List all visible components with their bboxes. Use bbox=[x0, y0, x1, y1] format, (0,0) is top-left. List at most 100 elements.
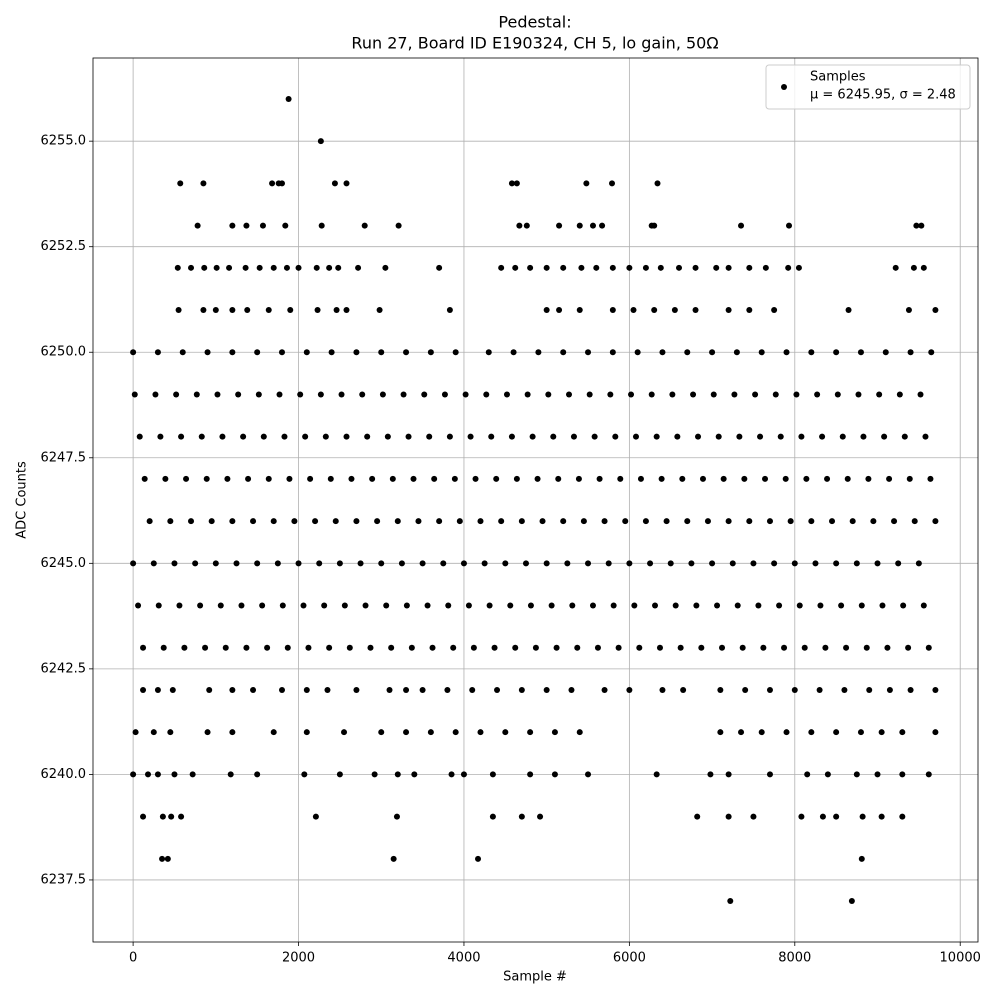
point bbox=[508, 433, 515, 440]
point bbox=[771, 560, 778, 567]
point bbox=[717, 729, 724, 736]
point bbox=[260, 433, 267, 440]
x-tick-label: 10000 bbox=[940, 951, 981, 966]
point bbox=[353, 518, 360, 525]
point bbox=[421, 391, 428, 398]
point bbox=[709, 349, 716, 356]
point bbox=[553, 644, 560, 651]
point bbox=[348, 475, 355, 482]
point bbox=[551, 729, 558, 736]
point bbox=[301, 771, 308, 778]
point bbox=[609, 264, 616, 271]
point bbox=[178, 433, 185, 440]
point bbox=[612, 433, 619, 440]
point bbox=[359, 391, 366, 398]
point bbox=[394, 518, 401, 525]
point bbox=[676, 264, 683, 271]
point bbox=[692, 307, 699, 314]
point bbox=[915, 560, 922, 567]
point bbox=[804, 771, 811, 778]
point bbox=[834, 391, 841, 398]
point bbox=[335, 264, 342, 271]
point bbox=[704, 518, 711, 525]
point bbox=[146, 518, 153, 525]
point bbox=[874, 560, 881, 567]
point bbox=[886, 686, 893, 693]
point bbox=[235, 391, 242, 398]
point bbox=[585, 560, 592, 567]
point bbox=[560, 518, 567, 525]
point bbox=[150, 729, 157, 736]
point bbox=[922, 433, 929, 440]
point bbox=[317, 391, 324, 398]
point bbox=[575, 475, 582, 482]
point bbox=[274, 560, 281, 567]
grid bbox=[93, 58, 978, 942]
legend-box bbox=[765, 64, 971, 110]
point bbox=[303, 686, 310, 693]
point bbox=[543, 686, 550, 693]
point bbox=[881, 433, 888, 440]
point bbox=[451, 475, 458, 482]
point bbox=[599, 222, 606, 229]
point bbox=[928, 349, 935, 356]
point bbox=[733, 349, 740, 356]
point bbox=[626, 560, 633, 567]
point bbox=[243, 222, 250, 229]
point bbox=[518, 518, 525, 525]
point bbox=[489, 813, 496, 820]
point bbox=[469, 686, 476, 693]
point bbox=[731, 391, 738, 398]
point bbox=[917, 391, 924, 398]
point bbox=[647, 560, 654, 567]
point bbox=[537, 813, 544, 820]
point bbox=[543, 264, 550, 271]
point bbox=[208, 518, 215, 525]
point bbox=[833, 349, 840, 356]
point bbox=[657, 264, 664, 271]
point bbox=[808, 729, 815, 736]
point bbox=[217, 602, 224, 609]
point bbox=[710, 391, 717, 398]
point bbox=[331, 180, 338, 187]
point bbox=[168, 813, 175, 820]
point bbox=[791, 686, 798, 693]
point bbox=[452, 729, 459, 736]
y-tick-label: 6237.5 bbox=[41, 872, 87, 887]
point bbox=[636, 644, 643, 651]
point bbox=[658, 475, 665, 482]
point bbox=[376, 307, 383, 314]
point bbox=[532, 644, 539, 651]
point bbox=[932, 729, 939, 736]
point bbox=[713, 264, 720, 271]
point bbox=[188, 518, 195, 525]
y-tick-label: 6250.0 bbox=[41, 345, 87, 360]
point bbox=[758, 349, 765, 356]
point bbox=[870, 518, 877, 525]
points bbox=[130, 95, 939, 905]
point bbox=[291, 518, 298, 525]
point bbox=[157, 433, 164, 440]
point bbox=[393, 813, 400, 820]
point bbox=[729, 560, 736, 567]
point bbox=[175, 307, 182, 314]
point bbox=[669, 391, 676, 398]
point bbox=[152, 391, 159, 398]
point bbox=[265, 475, 272, 482]
point bbox=[648, 391, 655, 398]
point bbox=[324, 686, 331, 693]
point bbox=[833, 729, 840, 736]
point bbox=[141, 475, 148, 482]
point bbox=[154, 771, 161, 778]
point bbox=[534, 475, 541, 482]
point bbox=[892, 264, 899, 271]
point bbox=[507, 602, 514, 609]
point bbox=[378, 729, 385, 736]
point bbox=[725, 771, 732, 778]
point bbox=[684, 349, 691, 356]
point bbox=[189, 771, 196, 778]
point bbox=[891, 518, 898, 525]
point bbox=[895, 560, 902, 567]
point bbox=[758, 729, 765, 736]
plot-frame bbox=[92, 57, 979, 943]
